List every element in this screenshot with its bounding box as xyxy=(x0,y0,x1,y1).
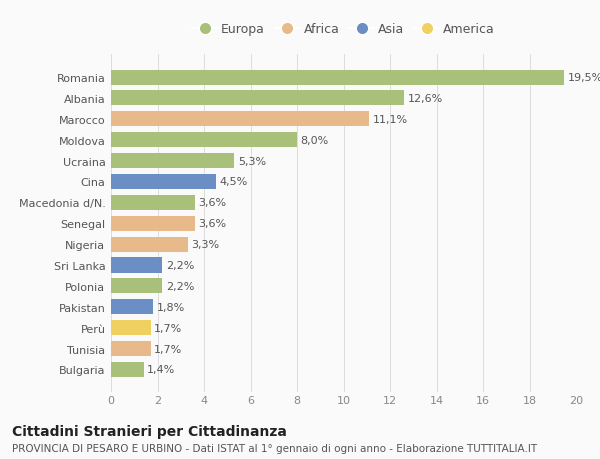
Text: 3,6%: 3,6% xyxy=(198,198,226,208)
Bar xyxy=(111,174,215,190)
Text: 8,0%: 8,0% xyxy=(301,135,329,146)
Text: 1,8%: 1,8% xyxy=(157,302,185,312)
Bar xyxy=(111,196,194,210)
Bar xyxy=(111,258,162,273)
Text: 3,6%: 3,6% xyxy=(198,219,226,229)
Bar xyxy=(111,216,194,231)
Bar xyxy=(111,154,234,169)
Text: 12,6%: 12,6% xyxy=(407,94,443,104)
Text: 5,3%: 5,3% xyxy=(238,156,266,166)
Text: 11,1%: 11,1% xyxy=(373,115,407,124)
Bar xyxy=(111,133,297,148)
Text: 2,2%: 2,2% xyxy=(166,260,194,270)
Text: 3,3%: 3,3% xyxy=(191,240,220,250)
Bar xyxy=(111,91,404,106)
Text: PROVINCIA DI PESARO E URBINO - Dati ISTAT al 1° gennaio di ogni anno - Elaborazi: PROVINCIA DI PESARO E URBINO - Dati ISTA… xyxy=(12,443,537,453)
Bar xyxy=(111,362,143,377)
Text: 19,5%: 19,5% xyxy=(568,73,600,83)
Text: 4,5%: 4,5% xyxy=(219,177,247,187)
Bar xyxy=(111,300,153,314)
Bar xyxy=(111,320,151,336)
Bar xyxy=(111,70,565,85)
Bar xyxy=(111,112,369,127)
Text: 1,7%: 1,7% xyxy=(154,344,182,354)
Text: 2,2%: 2,2% xyxy=(166,281,194,291)
Text: Cittadini Stranieri per Cittadinanza: Cittadini Stranieri per Cittadinanza xyxy=(12,425,287,438)
Legend: Europa, Africa, Asia, America: Europa, Africa, Asia, America xyxy=(190,21,497,39)
Bar xyxy=(111,341,151,356)
Text: 1,7%: 1,7% xyxy=(154,323,182,333)
Text: 1,4%: 1,4% xyxy=(147,364,175,375)
Bar xyxy=(111,279,162,294)
Bar xyxy=(111,237,188,252)
